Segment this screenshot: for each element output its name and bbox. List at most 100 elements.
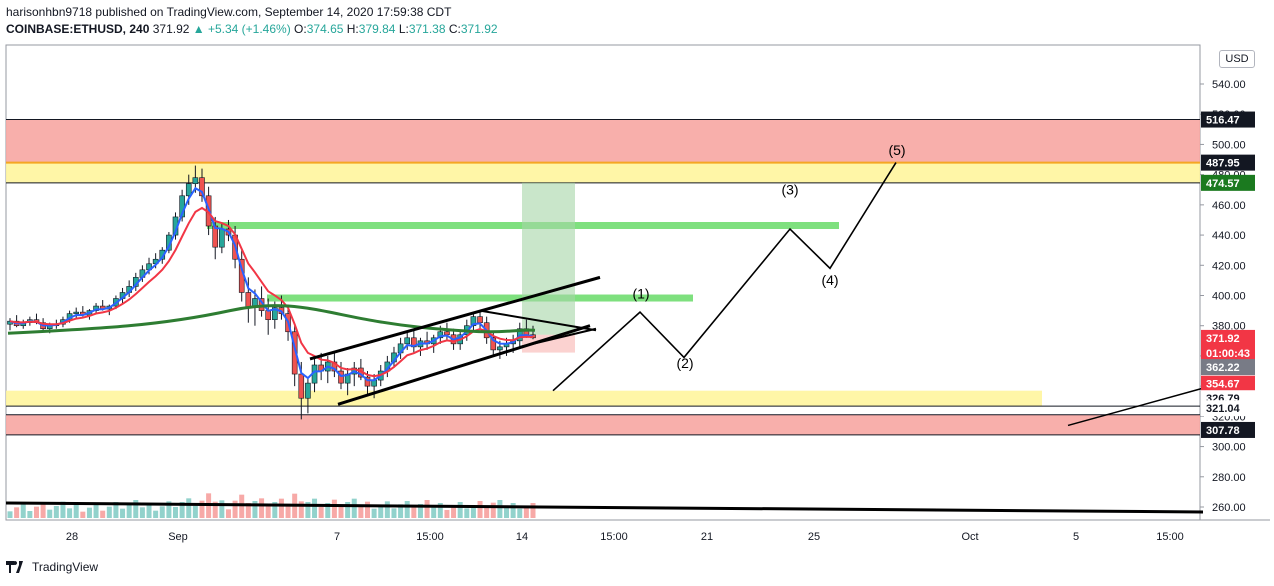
- price-label-line: 516.47: [1201, 111, 1255, 128]
- chart-header: harisonhbn9718 published on TradingView.…: [6, 4, 498, 38]
- price-label-bg: [1201, 400, 1255, 417]
- price-label-target: 474.57: [1201, 174, 1255, 191]
- volume-bar: [139, 507, 145, 518]
- price-label-text: 321.04: [1206, 403, 1241, 415]
- zone-lower-yellow: [6, 390, 1042, 407]
- volume-bar: [464, 508, 470, 518]
- symbol-line: COINBASE:ETHUSD, 240 371.92 ▲ +5.34 (+1.…: [6, 21, 498, 38]
- volume-bar: [278, 498, 284, 518]
- volume-bar: [100, 510, 106, 518]
- volume-bar: [384, 501, 390, 518]
- price-label-bg: [1201, 345, 1255, 362]
- position-profit-zone: [522, 182, 575, 335]
- volume-bar: [510, 503, 516, 518]
- candle-body: [219, 228, 225, 248]
- high-label: H:: [346, 22, 359, 36]
- channel-lower-line: [337, 324, 591, 406]
- zone-upper-yellow: [6, 162, 1200, 183]
- tradingview-logo-icon: [6, 561, 23, 573]
- volume-trend-line: [5, 501, 1204, 514]
- volume-bar: [53, 506, 59, 518]
- close-label: C:: [448, 22, 461, 36]
- volume-bar: [298, 501, 304, 518]
- volume-bar: [345, 502, 351, 518]
- channel-upper-line: [309, 275, 601, 361]
- volume-bar: [159, 506, 165, 518]
- volume-bar: [411, 506, 417, 518]
- triangle-upper-line: [479, 309, 597, 332]
- price-label-text: 362.22: [1206, 362, 1240, 374]
- y-tick-label: 300.00: [1212, 442, 1246, 454]
- y-tick-label: 400.00: [1212, 291, 1246, 303]
- volume-bar: [391, 508, 397, 518]
- high-value: 379.84: [358, 22, 396, 36]
- volume-bar: [351, 498, 357, 518]
- x-tick-label: 5: [1073, 531, 1079, 543]
- volume-bar: [338, 506, 344, 518]
- price-label-bg: [1201, 111, 1255, 128]
- footer: TradingView: [6, 560, 98, 574]
- volume-bar: [14, 507, 20, 518]
- ema-slow-line: [7, 304, 536, 335]
- volume-bar: [364, 501, 370, 518]
- candle-body: [192, 177, 199, 185]
- volume-bar: [166, 501, 172, 518]
- green-level: [267, 294, 693, 302]
- candle-body: [73, 311, 80, 314]
- volume-bar: [325, 503, 331, 518]
- x-tick-label: Sep: [168, 531, 188, 543]
- volume-bar: [312, 498, 318, 518]
- volume-bar: [86, 507, 92, 518]
- y-tick-label: 540.00: [1212, 79, 1246, 91]
- volume-bar: [451, 505, 457, 518]
- price-label-text: 354.67: [1206, 379, 1240, 391]
- volume-bar: [212, 501, 218, 518]
- x-tick-label: Oct: [961, 531, 978, 543]
- y-tick-label: 260.00: [1212, 502, 1246, 514]
- currency-button[interactable]: USD: [1219, 50, 1255, 68]
- price-label-line: 487.95: [1201, 154, 1255, 171]
- volume-bar: [20, 504, 26, 518]
- candle-body: [444, 331, 450, 336]
- volume-bar: [523, 506, 529, 518]
- price-label-bg: [1201, 421, 1255, 438]
- y-tick-label: 500.00: [1212, 139, 1246, 151]
- price-label-text: 01:00:43: [1206, 348, 1250, 360]
- x-tick-label: 25: [808, 531, 820, 543]
- volume-bar: [33, 506, 39, 518]
- candle-body: [404, 337, 411, 345]
- volume-bar: [80, 511, 86, 518]
- x-tick-label: 15:00: [416, 531, 444, 543]
- symbol-name: COINBASE:ETHUSD, 240: [6, 22, 150, 36]
- volume-bar: [318, 507, 324, 518]
- volume-bar: [120, 508, 126, 518]
- price-label-sell: 354.67: [1201, 375, 1255, 392]
- ema-fast-line: [9, 186, 534, 382]
- volume-bar: [265, 504, 271, 518]
- zone-lower-red: [6, 414, 1200, 435]
- x-tick-label: 28: [66, 531, 78, 543]
- candle-body: [298, 373, 305, 399]
- volume-bar: [232, 500, 238, 518]
- volume-bar: [470, 505, 476, 518]
- publish-line: harisonhbn9718 published on TradingView.…: [6, 5, 452, 19]
- volume-bar: [179, 502, 185, 518]
- volume-bar: [47, 509, 53, 518]
- candle-body: [490, 337, 497, 351]
- volume-bar: [219, 500, 225, 518]
- y-tick-label: 460.00: [1212, 200, 1246, 212]
- volume-bar: [404, 501, 410, 518]
- plot-area: [5, 44, 1201, 521]
- price-label-text: 371.92: [1206, 333, 1240, 345]
- low-label: L:: [398, 22, 409, 36]
- close-value: 371.92: [460, 22, 498, 36]
- wave-label: (5): [888, 142, 905, 158]
- volume-bar: [457, 502, 463, 518]
- price-label-bg: [1201, 174, 1255, 191]
- candle-body: [305, 382, 311, 399]
- volume-bar: [252, 501, 258, 518]
- volume-bar: [186, 498, 192, 518]
- volume-bar: [67, 508, 73, 518]
- volume-bar: [245, 503, 251, 518]
